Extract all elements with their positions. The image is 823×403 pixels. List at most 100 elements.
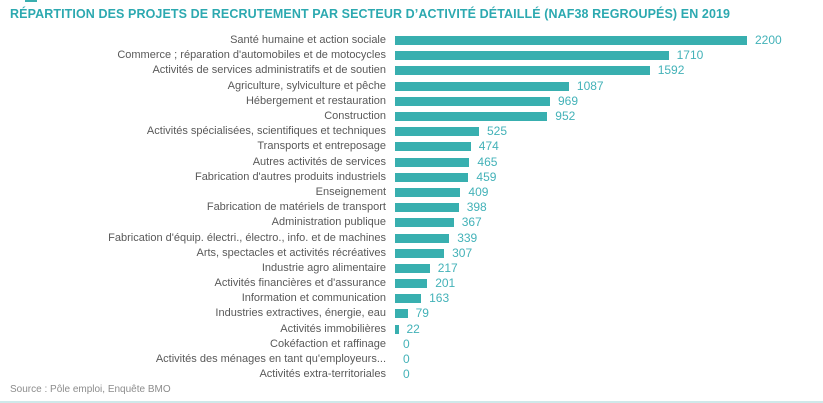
- source-note: Source : Pôle emploi, Enquête BMO: [10, 384, 171, 395]
- bar-track: 163: [394, 291, 823, 307]
- bar[interactable]: [395, 157, 470, 167]
- value-label: 79: [415, 306, 429, 321]
- value-label: 459: [476, 169, 497, 184]
- value-label: 367: [461, 215, 482, 230]
- category-label: Autres activités de services: [252, 155, 386, 168]
- bar-row: Hébergement et restauration 969: [0, 93, 823, 109]
- bar-row: Cokéfaction et raffinage 0: [0, 336, 823, 352]
- chart-title: RÉPARTITION DES PROJETS DE RECRUTEMENT P…: [10, 7, 731, 21]
- category-label: Fabrication de matériels de transport: [206, 201, 386, 214]
- bar-track: 1087: [394, 78, 823, 94]
- value-label: 1087: [576, 78, 604, 93]
- bar-track: 969: [394, 93, 823, 109]
- bar-track: 1592: [394, 63, 823, 79]
- bar-track: 0: [394, 351, 823, 368]
- bar-track: 459: [394, 169, 823, 185]
- category-label: Activités des ménages en tant qu'employe…: [155, 353, 386, 366]
- bar[interactable]: [395, 324, 399, 334]
- bar-track: 1710: [394, 48, 823, 64]
- category-label: Enseignement: [315, 185, 386, 198]
- bar-row: Activités spécialisées, scientifiques et…: [0, 124, 823, 140]
- category-label: Commerce ; réparation d'automobiles et d…: [117, 49, 386, 62]
- bar[interactable]: [395, 203, 459, 213]
- bar[interactable]: [395, 127, 479, 137]
- value-label: 201: [435, 276, 456, 291]
- bar[interactable]: [395, 172, 469, 182]
- category-label: Cokéfaction et raffinage: [270, 337, 386, 350]
- category-label: Construction: [324, 110, 386, 123]
- bar-row: Fabrication de matériels de transport 398: [0, 200, 823, 216]
- bar[interactable]: [395, 81, 569, 91]
- category-label: Activités financières et d'assurance: [214, 277, 386, 290]
- category-label: Hébergement et restauration: [245, 94, 386, 107]
- bar-row: Agriculture, sylviculture et pêche 1087: [0, 78, 823, 94]
- category-label: Fabrication d'équip. électri., électro.,…: [108, 231, 386, 244]
- bar-track: 22: [394, 321, 823, 337]
- bar-row: Information et communication 163: [0, 291, 823, 307]
- value-label: 307: [452, 245, 473, 260]
- bar[interactable]: [395, 142, 471, 152]
- bar-track: 0: [394, 336, 823, 352]
- bar[interactable]: [395, 96, 550, 106]
- bar-track: 217: [394, 260, 823, 276]
- category-label: Activités immobilières: [280, 322, 386, 335]
- bar-track: 398: [394, 200, 823, 216]
- bar[interactable]: [395, 309, 408, 319]
- bar[interactable]: [395, 36, 747, 46]
- bar-row: Industries extractives, énergie, eau 79: [0, 306, 823, 322]
- bar-row: Fabrication d'autres produits industriel…: [0, 169, 823, 185]
- bar-row: Administration publique 367: [0, 215, 823, 231]
- value-label: 409: [468, 184, 489, 199]
- bar[interactable]: [395, 66, 650, 76]
- value-label: 339: [457, 230, 478, 245]
- bar-row: Industrie agro alimentaire 217: [0, 260, 823, 276]
- bar-track: 952: [394, 108, 823, 125]
- value-label: 0: [403, 367, 410, 382]
- top-decoration-fragment: [25, 0, 37, 2]
- bar-track: 339: [394, 230, 823, 246]
- bar[interactable]: [395, 263, 430, 273]
- value-label: 217: [437, 260, 458, 275]
- value-label: 952: [555, 109, 576, 124]
- value-label: 398: [466, 200, 487, 215]
- bar[interactable]: [395, 279, 428, 289]
- value-label: 0: [403, 336, 410, 351]
- bar[interactable]: [395, 248, 445, 258]
- bar-row: Construction 952: [0, 108, 823, 125]
- bar[interactable]: [395, 218, 454, 228]
- bar[interactable]: [395, 294, 422, 304]
- value-label: 163: [429, 291, 450, 306]
- category-label: Industrie agro alimentaire: [261, 261, 386, 274]
- bar-row: Arts, spectacles et activités récréative…: [0, 245, 823, 261]
- bar-track: 307: [394, 245, 823, 261]
- category-label: Transports et entreposage: [257, 140, 386, 153]
- value-label: 1592: [657, 63, 685, 78]
- bar-row: Commerce ; réparation d'automobiles et d…: [0, 48, 823, 64]
- bar-track: 525: [394, 124, 823, 140]
- category-label: Activités spécialisées, scientifiques et…: [146, 125, 386, 138]
- bar-track: 465: [394, 154, 823, 170]
- bar-row: Transports et entreposage 474: [0, 139, 823, 155]
- value-label: 0: [403, 352, 410, 367]
- value-label: 474: [478, 139, 499, 154]
- value-label: 2200: [755, 33, 782, 48]
- category-label: Information et communication: [241, 292, 386, 305]
- category-label: Fabrication d'autres produits industriel…: [194, 170, 386, 183]
- bar[interactable]: [395, 233, 450, 243]
- bar[interactable]: [395, 187, 461, 197]
- bar-row: Activités extra-territoriales 0: [0, 367, 823, 383]
- category-label: Arts, spectacles et activités récréative…: [196, 246, 386, 259]
- bar-track: 79: [394, 306, 823, 322]
- bar-row: Fabrication d'équip. électri., électro.,…: [0, 230, 823, 246]
- bar[interactable]: [395, 51, 669, 61]
- value-label: 465: [477, 154, 498, 169]
- bar-track: 2200: [394, 33, 823, 49]
- bar-row: Enseignement 409: [0, 184, 823, 201]
- bar[interactable]: [395, 112, 548, 122]
- bar-row: Activités des ménages en tant qu'employe…: [0, 351, 823, 368]
- bar-track: 474: [394, 139, 823, 155]
- bar-track: 409: [394, 184, 823, 201]
- category-label: Santé humaine et action sociale: [230, 34, 386, 47]
- category-label: Activités de services administratifs et …: [152, 64, 386, 77]
